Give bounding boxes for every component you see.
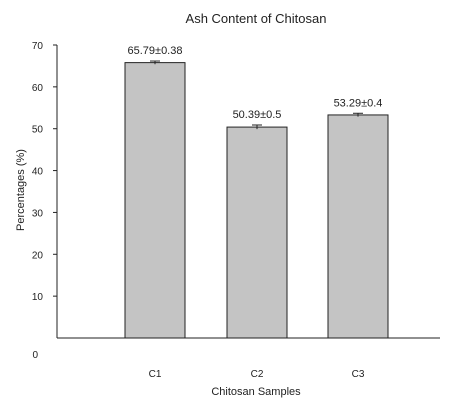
- y-axis-label: Percentages (%): [15, 149, 27, 231]
- x-tick-label: C2: [251, 369, 264, 380]
- x-tick-label: C3: [352, 369, 365, 380]
- y-tick-label: 0: [32, 350, 38, 361]
- bars: [124, 60, 389, 339]
- data-label: 65.79±0.38: [128, 45, 183, 57]
- chart-title: Ash Content of Chitosan: [186, 11, 327, 26]
- data-label: 50.39±0.5: [233, 109, 282, 121]
- bar-c3: [327, 114, 389, 339]
- y-tick-label: 40: [32, 167, 44, 178]
- bar-c1: [124, 62, 186, 339]
- y-tick-label: 50: [32, 125, 44, 136]
- data-label: 53.29±0.4: [334, 97, 383, 109]
- x-axis-label: Chitosan Samples: [211, 386, 301, 398]
- bar-c2: [226, 126, 288, 339]
- y-tick-label: 10: [32, 292, 44, 303]
- y-tick-label: 20: [32, 250, 44, 261]
- y-tick-label: 30: [32, 208, 44, 219]
- x-tick-label: C1: [149, 369, 162, 380]
- y-tick-label: 60: [32, 83, 44, 94]
- data-labels: 65.79±0.38 C1 50.39±0.5 C2 53.29±0.4 C3: [128, 45, 383, 380]
- y-tick-label: 70: [32, 41, 44, 52]
